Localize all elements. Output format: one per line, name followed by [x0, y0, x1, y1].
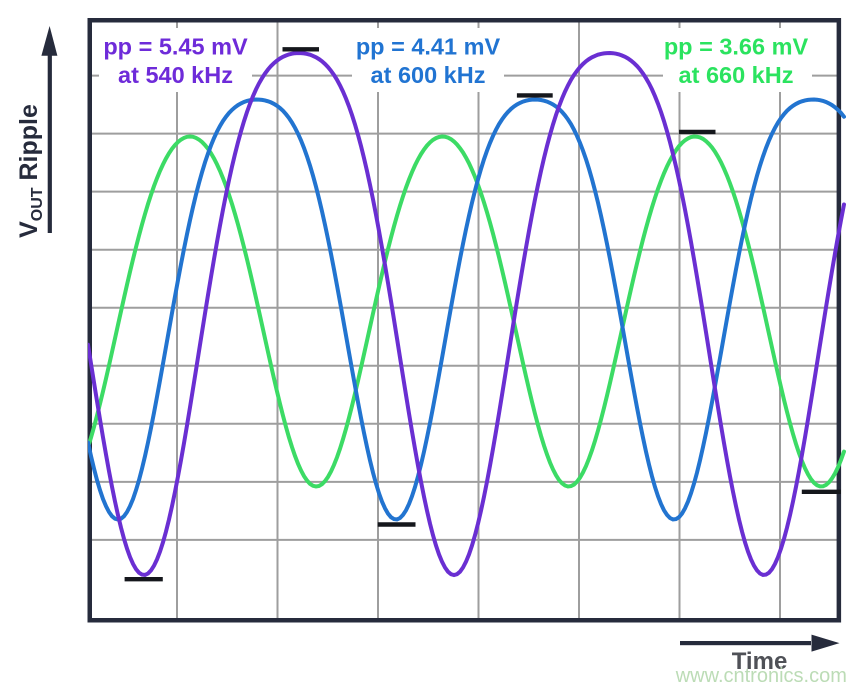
svg-text:Time: Time	[732, 648, 788, 675]
svg-text:pp = 5.45 mV: pp = 5.45 mV	[103, 34, 248, 60]
svg-text:pp = 4.41 mV: pp = 4.41 mV	[356, 34, 501, 60]
svg-text:www.cntronics.com: www.cntronics.com	[675, 665, 847, 687]
svg-text:at 660 kHz: at 660 kHz	[679, 62, 794, 88]
svg-text:pp = 3.66 mV: pp = 3.66 mV	[664, 34, 809, 60]
svg-text:at 540 kHz: at 540 kHz	[118, 62, 233, 88]
svg-text:at 600 kHz: at 600 kHz	[371, 62, 486, 88]
